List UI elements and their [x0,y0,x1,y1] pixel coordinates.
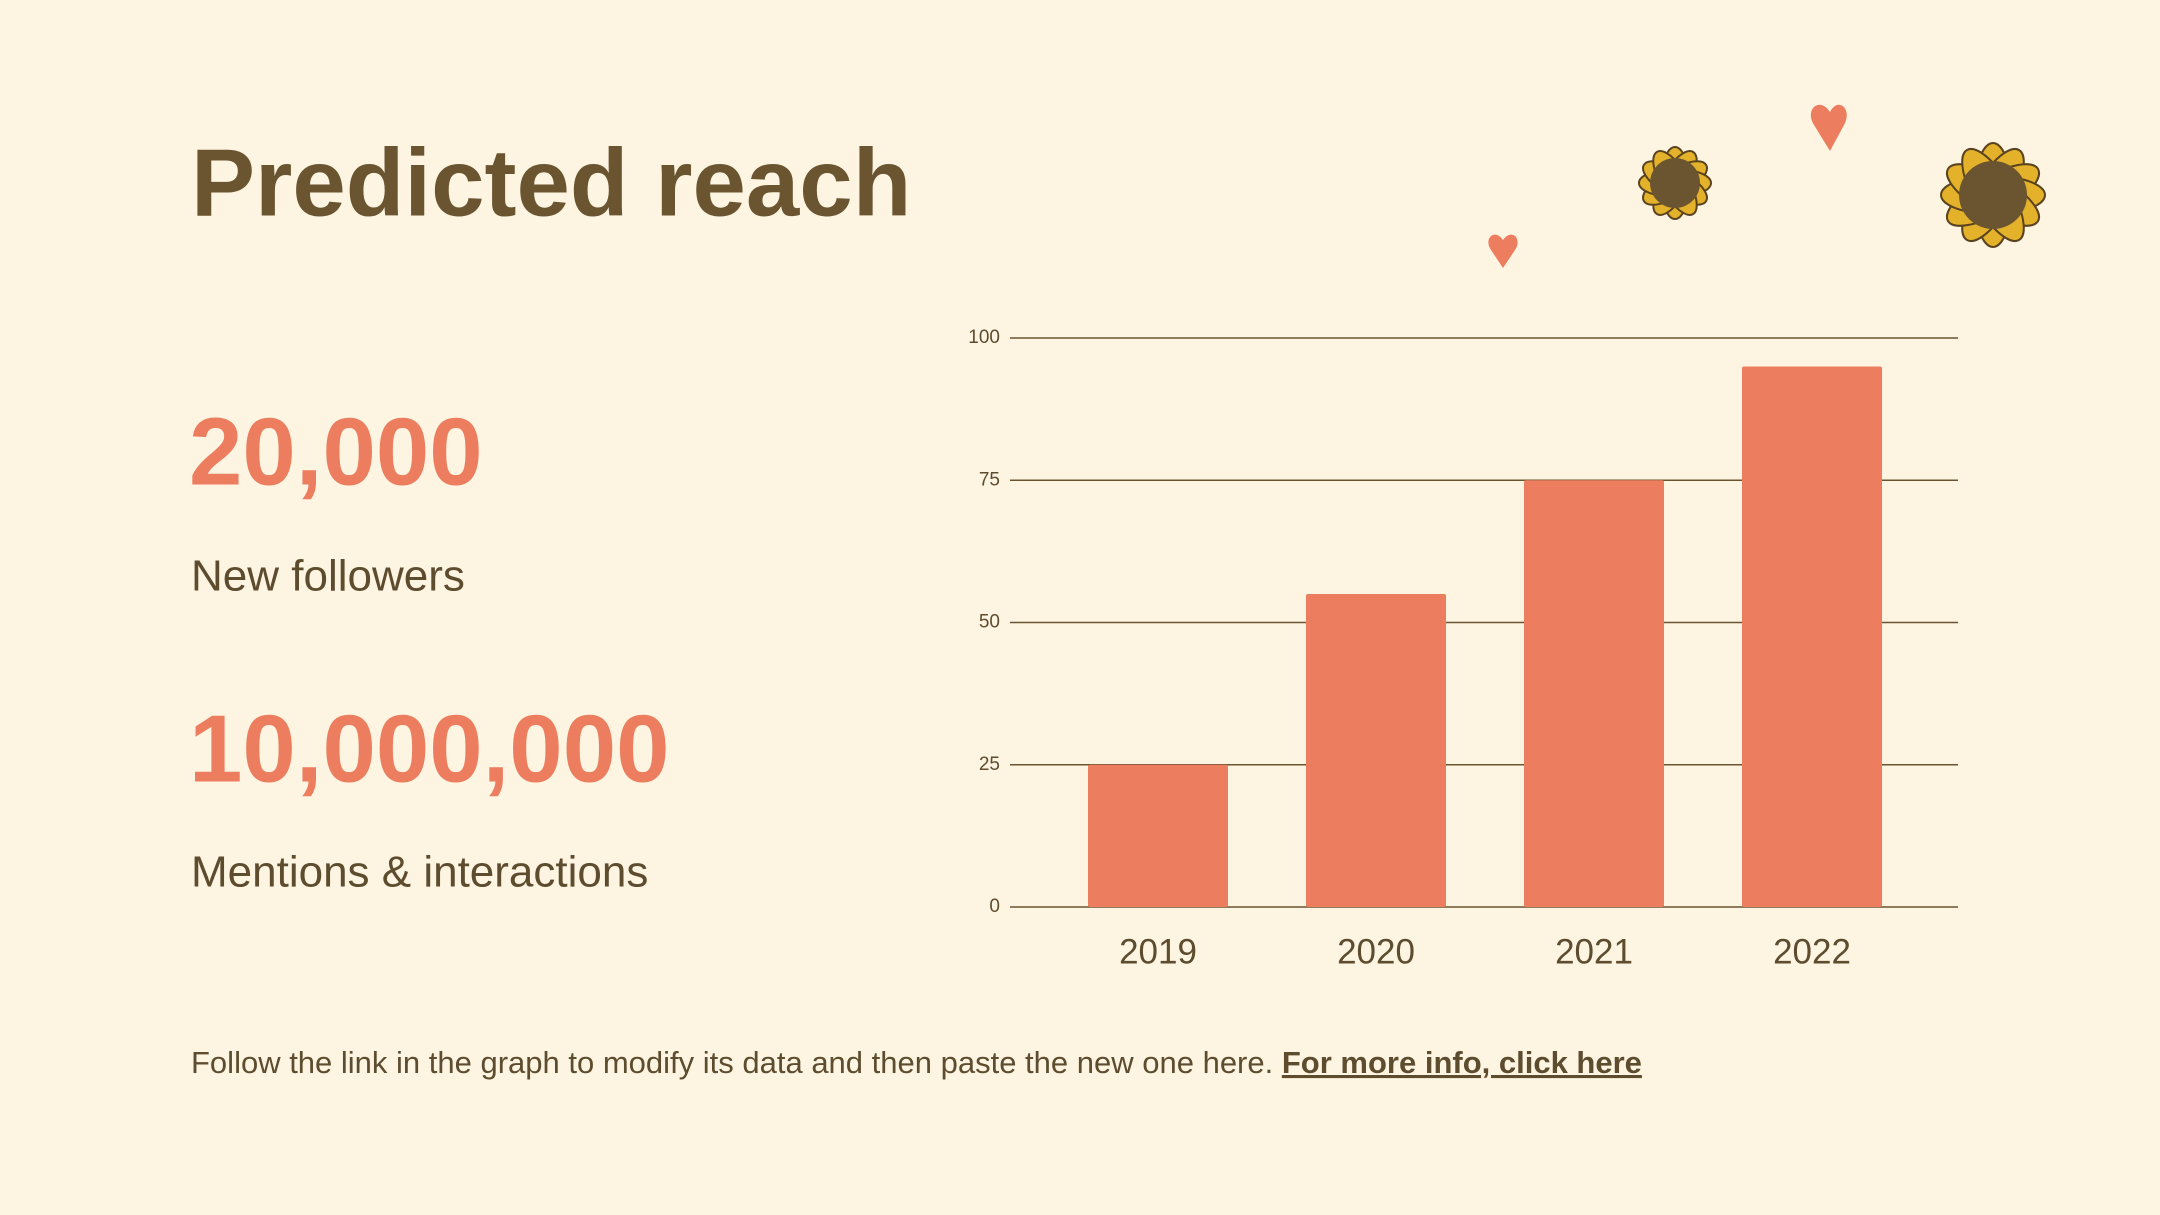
heart [1810,104,1847,151]
x-tick-label: 2019 [1119,932,1197,971]
stat-number: 10,000,000 [189,695,669,802]
bar [1088,764,1228,907]
footer-text: Follow the link in the graph to modify i… [191,1045,1273,1080]
bar [1306,594,1446,907]
decoration [1488,104,2046,268]
sunflower [1940,142,2046,248]
x-tick-label: 2022 [1773,932,1851,971]
y-tick-label: 0 [989,896,1000,917]
bar [1742,366,1882,907]
chart: 0 25 50 75 100 2019 2020 2021 2022 [968,327,1958,971]
y-tick-label: 75 [979,469,1000,490]
y-tick-label: 100 [968,327,1000,348]
footer-link[interactable]: For more info, click here [1282,1045,1642,1080]
sunflower [1638,146,1712,220]
stat-number: 20,000 [189,398,483,505]
y-tick-label: 50 [979,612,1000,633]
bar [1524,480,1664,907]
heart [1488,234,1518,268]
title: Predicted reach [191,129,911,236]
x-tick-label: 2020 [1337,932,1415,971]
y-tick-label: 25 [979,754,1000,775]
stat-label: Mentions & interactions [191,848,648,897]
footer: Follow the link in the graph to modify i… [191,1045,1642,1080]
x-tick-label: 2021 [1555,932,1633,971]
stat-label: New followers [191,552,465,601]
